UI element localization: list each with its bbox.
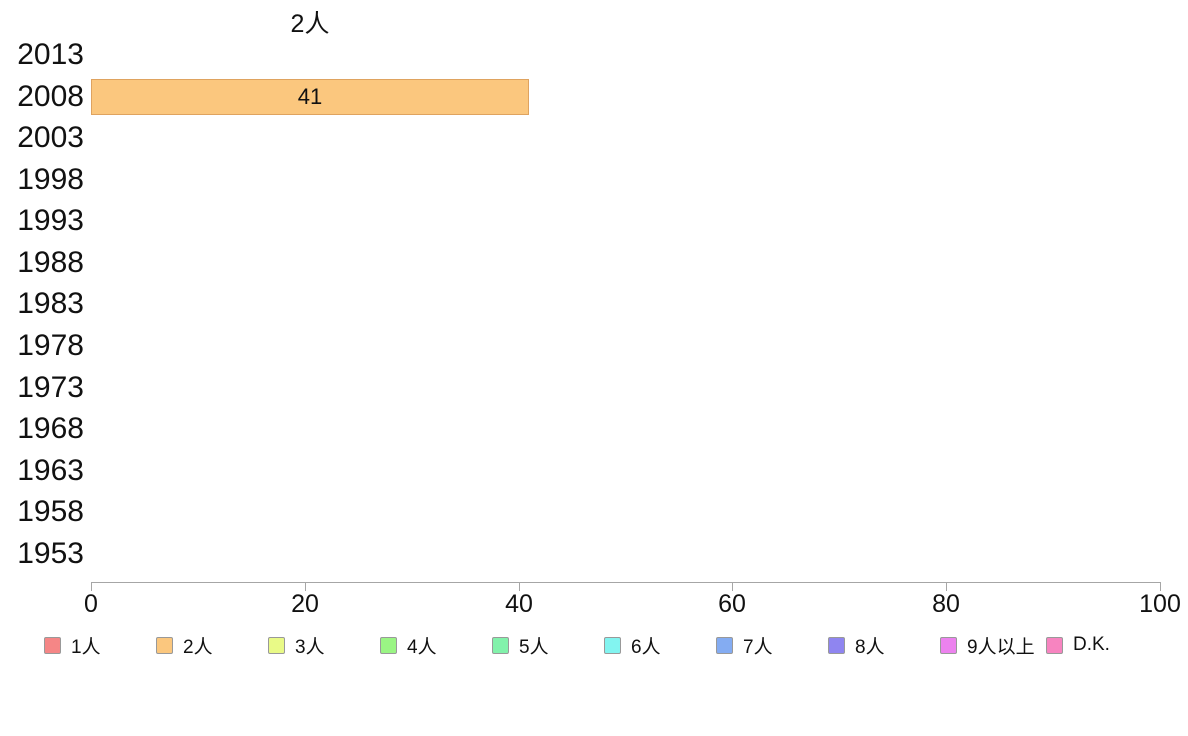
legend-item-4[interactable]: 4人 <box>380 634 437 658</box>
x-axis-tick-mark <box>519 582 520 591</box>
legend-label: 9人以上 <box>967 636 1035 658</box>
x-axis-tick-label: 100 <box>1139 590 1181 618</box>
x-axis-tick-mark <box>946 582 947 591</box>
legend-label: D.K. <box>1073 634 1110 655</box>
chart-title: 2人 <box>290 10 330 38</box>
y-axis-label: 1958 <box>17 495 84 529</box>
legend-color-swatch <box>492 636 509 654</box>
legend-label: 3人 <box>295 636 325 658</box>
legend-color-swatch <box>1046 636 1063 654</box>
legend-color-swatch <box>44 636 61 654</box>
x-axis-tick-label: 0 <box>84 590 98 618</box>
y-axis-label: 1963 <box>17 453 84 487</box>
y-axis-label: 2003 <box>17 121 84 155</box>
y-axis-label: 1978 <box>17 329 84 363</box>
x-axis-tick-mark <box>732 582 733 591</box>
legend-color-swatch <box>716 636 733 654</box>
legend-color-swatch <box>828 636 845 654</box>
bar-2008: 41 <box>91 79 529 115</box>
legend-label: 4人 <box>407 636 437 658</box>
legend-label: 1人 <box>71 636 101 658</box>
y-axis-label: 1983 <box>17 287 84 321</box>
legend-color-swatch <box>268 636 285 654</box>
x-axis-tick-label: 60 <box>718 590 746 618</box>
x-axis-tick-mark <box>1160 582 1161 591</box>
legend-item-8[interactable]: 8人 <box>828 634 885 658</box>
y-axis-label: 1973 <box>17 370 84 404</box>
legend-item-1[interactable]: 1人 <box>44 634 101 658</box>
legend-color-swatch <box>156 636 173 654</box>
legend-color-swatch <box>380 636 397 654</box>
legend-item-7[interactable]: 7人 <box>716 634 773 658</box>
x-axis-tick-label: 40 <box>505 590 533 618</box>
bar-value-label: 41 <box>297 84 323 109</box>
x-axis-tick-label: 20 <box>291 590 319 618</box>
y-axis-label: 1993 <box>17 204 84 238</box>
legend-item-6[interactable]: 6人 <box>604 634 661 658</box>
y-axis-label: 1968 <box>17 412 84 446</box>
legend-item-5[interactable]: 5人 <box>492 634 549 658</box>
y-axis-label: 1988 <box>17 245 84 279</box>
legend-label: 2人 <box>183 636 213 658</box>
legend-label: 8人 <box>855 636 885 658</box>
x-axis-tick-mark <box>305 582 306 591</box>
y-axis-label: 1998 <box>17 162 84 196</box>
x-axis-line <box>91 582 1160 583</box>
legend-item-9[interactable]: 9人以上 <box>940 634 1035 658</box>
y-axis-label: 2013 <box>17 38 84 71</box>
x-axis-tick-label: 80 <box>932 590 960 618</box>
legend-item-10[interactable]: D.K. <box>1046 634 1110 656</box>
legend-item-2[interactable]: 2人 <box>156 634 213 658</box>
legend-color-swatch <box>604 636 621 654</box>
legend-label: 7人 <box>743 636 773 658</box>
y-axis-label: 2008 <box>17 79 84 113</box>
legend-color-swatch <box>940 636 957 654</box>
legend-label: 6人 <box>631 636 661 658</box>
legend-item-3[interactable]: 3人 <box>268 634 325 658</box>
y-axis-label: 1953 <box>17 536 84 570</box>
x-axis-tick-mark <box>91 582 92 591</box>
legend-label: 5人 <box>519 636 549 658</box>
